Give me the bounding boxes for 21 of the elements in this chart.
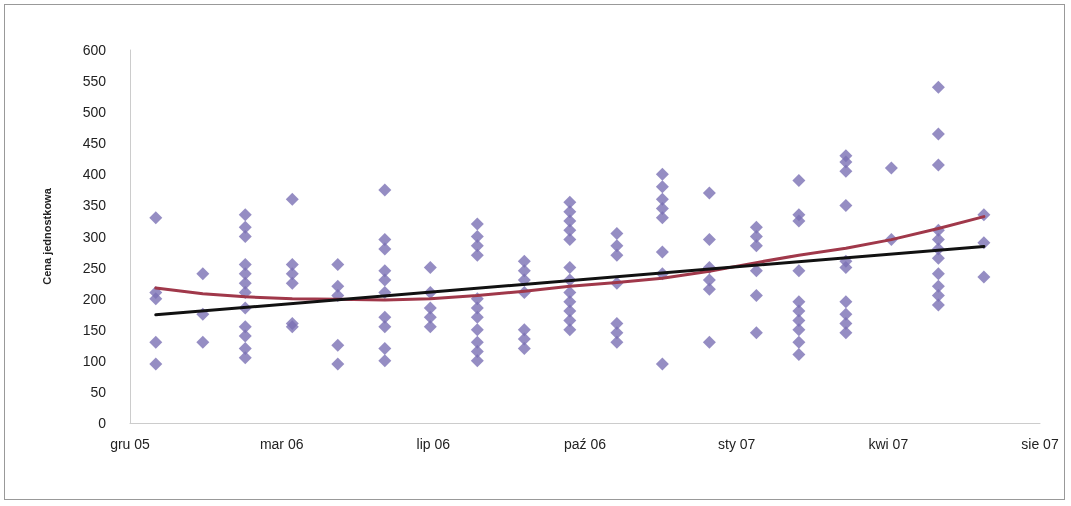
y-tick-label: 400	[82, 166, 107, 183]
y-tick-label: 500	[82, 104, 107, 121]
x-tick-label: paź 06	[563, 436, 607, 452]
y-tick-label: 350	[82, 197, 107, 214]
x-tick-label: sty 07	[717, 436, 756, 452]
y-tick-label: 250	[82, 259, 107, 276]
y-tick-label: 150	[82, 321, 107, 338]
y-tick-label: 0	[98, 415, 107, 431]
y-tick-label: 450	[82, 135, 107, 152]
y-tick-label: 100	[82, 352, 107, 369]
y-tick-label: 50	[90, 383, 107, 400]
y-axis-title: Cena jednostkowa	[40, 187, 53, 285]
y-tick-label: 200	[82, 290, 107, 307]
y-tick-label: 600	[82, 42, 107, 58]
x-tick-label: gru 05	[110, 436, 151, 452]
x-tick-label: sie 07	[1021, 436, 1059, 452]
y-tick-label: 550	[82, 73, 107, 90]
y-tick-label: 300	[82, 228, 107, 245]
x-tick-label: mar 06	[259, 436, 304, 452]
x-tick-label: kwi 07	[868, 436, 909, 452]
x-tick-label: lip 06	[416, 436, 451, 452]
